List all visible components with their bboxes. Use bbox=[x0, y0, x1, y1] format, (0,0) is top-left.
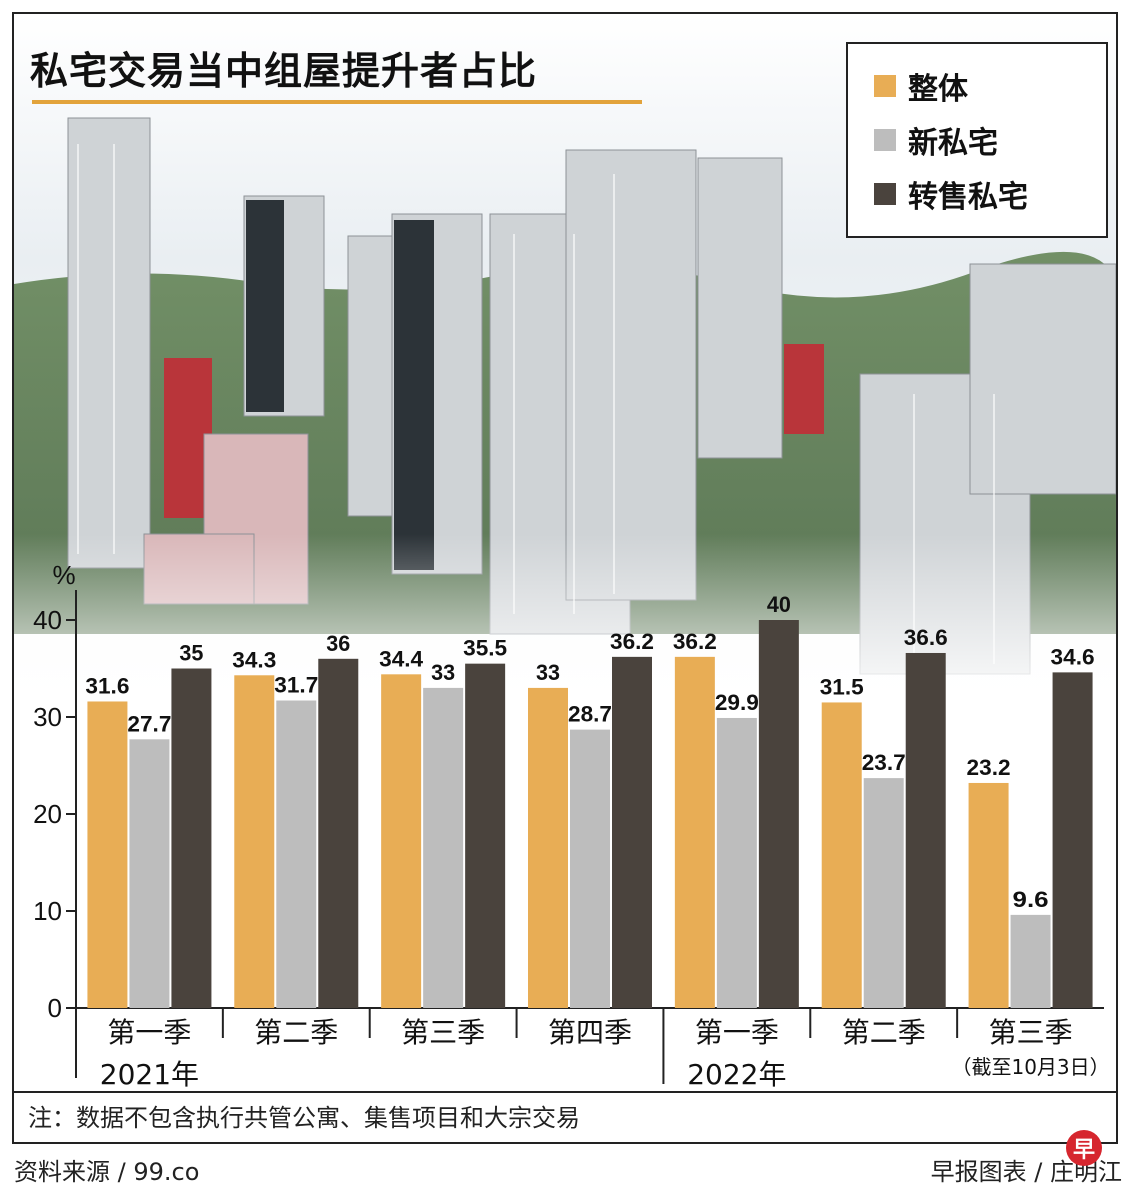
bar-1-6 bbox=[1010, 914, 1051, 1008]
year-label: 2021年 bbox=[100, 1058, 199, 1091]
data-label: 36.6 bbox=[904, 625, 948, 650]
legend-swatch-resale-private bbox=[874, 183, 896, 205]
bar-1-3 bbox=[570, 729, 610, 1008]
chart-title: 私宅交易当中组屋提升者占比 bbox=[30, 49, 538, 93]
data-label: 9.6 bbox=[1013, 887, 1049, 912]
bar-0-3 bbox=[528, 687, 568, 1008]
bar-1-2 bbox=[423, 687, 464, 1008]
zaobao-logo: 早 bbox=[1066, 1130, 1102, 1166]
data-label: 27.7 bbox=[127, 711, 171, 736]
bar-2-1 bbox=[318, 658, 359, 1008]
y-tick-label: 20 bbox=[33, 799, 62, 829]
legend-label-new-private: 新私宅 bbox=[908, 126, 998, 161]
bar-2-4 bbox=[758, 620, 799, 1008]
data-label: 34.3 bbox=[232, 647, 276, 672]
legend: 整体 新私宅 转售私宅 bbox=[846, 42, 1108, 238]
data-label: 31.6 bbox=[85, 673, 129, 698]
data-label: 29.9 bbox=[715, 690, 759, 715]
data-label: 23.7 bbox=[862, 750, 906, 775]
data-label: 28.7 bbox=[568, 702, 612, 727]
category-label: 第二季 bbox=[254, 1016, 338, 1049]
y-axis-unit: % bbox=[52, 560, 75, 590]
data-label: 31.7 bbox=[274, 673, 318, 698]
category-note: （截至10月3日） bbox=[951, 1055, 1109, 1079]
y-tick-label: 10 bbox=[33, 896, 62, 926]
bar-1-1 bbox=[276, 700, 317, 1008]
bar-0-2 bbox=[381, 674, 422, 1008]
category-label: 第一季 bbox=[695, 1016, 779, 1049]
data-label: 34.4 bbox=[379, 646, 424, 671]
legend-item-new-private: 新私宅 bbox=[874, 120, 998, 161]
bar-2-0 bbox=[171, 668, 212, 1008]
legend-swatch-overall bbox=[874, 75, 896, 97]
legend-swatch-new-private bbox=[874, 129, 896, 151]
y-tick-label: 0 bbox=[48, 993, 62, 1023]
legend-label-overall: 整体 bbox=[908, 72, 968, 107]
legend-item-overall: 整体 bbox=[874, 66, 968, 107]
bar-2-2 bbox=[465, 663, 506, 1008]
bar-1-5 bbox=[863, 778, 904, 1008]
category-label: 第一季 bbox=[107, 1016, 191, 1049]
category-label: 第四季 bbox=[548, 1016, 632, 1049]
data-label: 36.2 bbox=[673, 629, 717, 654]
data-label: 33 bbox=[536, 660, 560, 685]
legend-item-resale-private: 转售私宅 bbox=[874, 174, 1028, 215]
bar-2-5 bbox=[905, 652, 946, 1008]
bar-0-6 bbox=[968, 782, 1009, 1008]
title-underline bbox=[32, 100, 642, 104]
y-tick-label: 30 bbox=[33, 702, 62, 732]
bar-0-4 bbox=[674, 656, 715, 1008]
bar-1-0 bbox=[129, 739, 170, 1008]
year-label: 2022年 bbox=[687, 1058, 786, 1091]
category-label: 第三季 bbox=[989, 1016, 1073, 1049]
footnote: 注：数据不包含执行共管公寓、集售项目和大宗交易 bbox=[28, 1104, 580, 1132]
data-label: 33 bbox=[431, 660, 455, 685]
source-credit: 资料来源 / 99.co bbox=[14, 1158, 200, 1186]
bar-2-3 bbox=[612, 656, 652, 1008]
infographic-frame: 私宅交易当中组屋提升者占比 整体 新私宅 转售私宅 % 0 10 20 30 40 31.6… bbox=[12, 12, 1118, 1144]
bar-2-6 bbox=[1052, 672, 1093, 1008]
data-label: 23.2 bbox=[967, 755, 1011, 780]
category-label: 第三季 bbox=[401, 1016, 485, 1049]
data-label: 35 bbox=[179, 641, 203, 666]
legend-label-resale-private: 转售私宅 bbox=[908, 180, 1028, 215]
data-label: 36 bbox=[326, 631, 350, 656]
bar-0-0 bbox=[87, 701, 128, 1008]
bar-0-1 bbox=[234, 675, 275, 1008]
bar-1-4 bbox=[716, 717, 757, 1008]
data-label: 34.6 bbox=[1051, 644, 1095, 669]
data-label: 36.2 bbox=[610, 629, 654, 654]
category-label: 第二季 bbox=[842, 1016, 926, 1049]
data-label: 40 bbox=[767, 592, 791, 617]
y-tick-label: 40 bbox=[33, 605, 62, 635]
data-label: 35.5 bbox=[463, 636, 507, 661]
bar-chart: % 0 10 20 30 40 31.6 27.7 35 第一季 34.331.7 36 第二季 34.4… bbox=[14, 560, 1116, 1093]
bar-0-5 bbox=[821, 702, 862, 1008]
data-label: 31.5 bbox=[820, 674, 864, 699]
